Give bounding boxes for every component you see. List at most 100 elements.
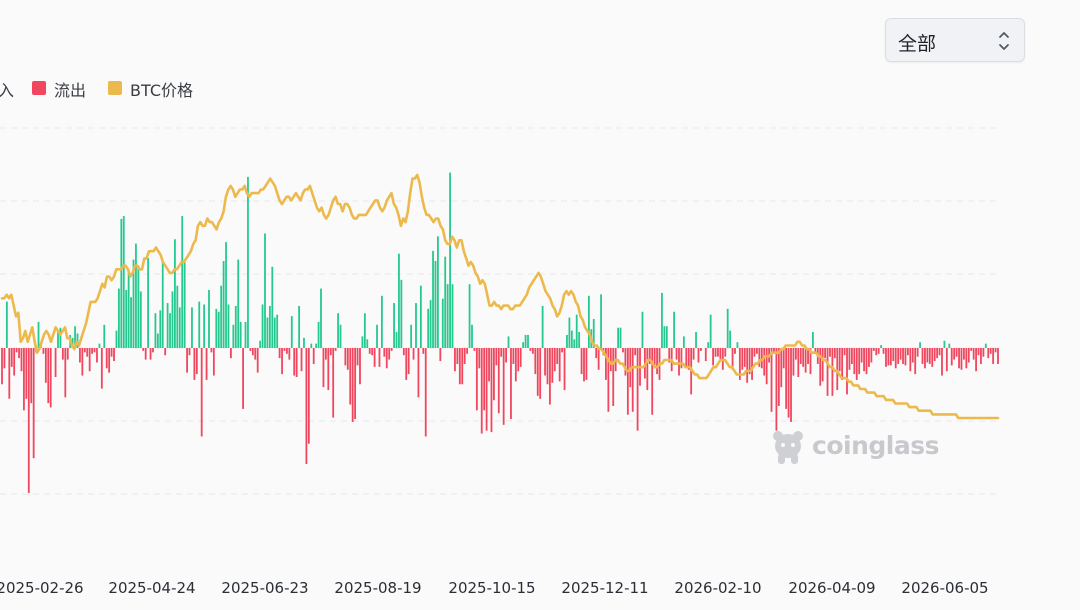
outflow-bar	[307, 348, 310, 444]
outflow-bar	[580, 348, 583, 375]
inflow-bar	[434, 261, 437, 348]
inflow-bar	[566, 334, 568, 348]
outflow-bar	[982, 348, 985, 357]
outflow-bar	[478, 348, 481, 369]
inflow-bar	[432, 250, 434, 348]
outflow-bar	[188, 348, 191, 356]
outflow-bar	[144, 348, 147, 360]
inflow-bar	[268, 305, 271, 348]
outflow-bar	[293, 348, 296, 376]
outflow-bar	[887, 348, 890, 366]
outflow-bar	[164, 348, 167, 356]
outflow-bar	[412, 348, 415, 360]
outflow-bar	[860, 348, 863, 363]
outflow-bar	[539, 348, 542, 399]
outflow-bar	[405, 348, 408, 380]
inflow-bar	[161, 261, 164, 348]
inflow-bar	[139, 291, 142, 348]
outflow-bar	[354, 348, 357, 420]
outflow-bar	[283, 348, 286, 351]
outflow-bar	[738, 348, 741, 380]
outflow-bar	[848, 348, 851, 370]
outflow-bar	[305, 348, 308, 464]
outflow-bar	[561, 348, 563, 353]
outflow-bar	[838, 348, 841, 372]
outflow-bar	[368, 348, 371, 354]
outflow-bar	[439, 348, 442, 362]
outflow-bar	[385, 348, 388, 369]
outflow-bar	[79, 348, 81, 363]
outflow-bar	[295, 348, 298, 377]
outflow-bar	[950, 348, 953, 366]
inflow-bar	[57, 332, 59, 348]
outflow-bar	[210, 348, 213, 353]
outflow-bar	[332, 348, 335, 418]
inflow-bar	[59, 327, 62, 348]
outflow-bar	[371, 348, 374, 356]
outflow-bar	[753, 348, 756, 357]
outflow-bar	[651, 348, 654, 415]
outflow-bar	[422, 348, 425, 354]
inflow-bar	[117, 288, 120, 348]
inflow-bar	[217, 311, 220, 348]
outflow-bar	[831, 348, 834, 396]
outflow-bar	[653, 348, 656, 369]
outflow-bar	[634, 348, 637, 356]
inflow-bar	[183, 261, 186, 348]
outflow-bar	[463, 348, 466, 364]
outflow-bar	[329, 348, 332, 356]
outflow-bar	[553, 348, 556, 372]
outflow-bar	[66, 348, 69, 360]
outflow-bar	[96, 348, 98, 363]
outflow-bar	[378, 348, 381, 367]
outflow-bar	[882, 348, 885, 354]
inflow-bar	[573, 339, 576, 348]
outflow-bar	[826, 348, 829, 396]
outflow-bar	[88, 348, 91, 372]
inflow-bar	[812, 332, 814, 348]
outflow-bar	[25, 348, 28, 399]
x-tick-label: 2025-04-24	[108, 579, 195, 597]
coinglass-logo-icon	[773, 431, 803, 464]
inflow-bar	[310, 343, 313, 348]
outflow-bar	[47, 348, 50, 404]
outflow-bar	[850, 348, 853, 364]
inflow-bar	[524, 334, 527, 348]
outflow-bar	[622, 348, 624, 353]
outflow-bar	[909, 348, 912, 372]
outflow-bar	[965, 348, 968, 369]
outflow-bar	[668, 348, 671, 363]
outflow-bar	[549, 348, 551, 405]
outflow-bar	[8, 348, 11, 399]
inflow-bar	[147, 258, 150, 348]
inflow-bar	[393, 303, 395, 348]
inflow-bar	[71, 337, 74, 348]
inflow-bar	[507, 336, 510, 348]
inflow-bar	[176, 285, 179, 348]
outflow-bar	[734, 348, 736, 354]
x-tick-label: 2025-12-11	[561, 579, 648, 597]
inflow-bar	[261, 304, 264, 348]
outflow-bar	[612, 348, 615, 406]
outflow-bar	[904, 348, 907, 366]
outflow-bar	[536, 348, 539, 396]
range-select[interactable]: 全部	[885, 18, 1025, 62]
outflow-bar	[334, 348, 337, 351]
inflow-bar	[578, 332, 581, 348]
outflow-bar	[383, 348, 386, 357]
inflow-bar	[441, 298, 444, 348]
outflow-bar	[595, 348, 598, 359]
outflow-bar	[3, 348, 6, 369]
outflow-bar	[846, 348, 848, 395]
outflow-bar	[841, 348, 844, 380]
inflow-bar	[429, 300, 432, 348]
inflow-bar	[575, 314, 578, 348]
outflow-bar	[853, 348, 856, 375]
outflow-bar	[42, 348, 45, 354]
inflow-bar	[171, 291, 174, 348]
outflow-bar	[992, 348, 995, 364]
inflow-bar	[641, 311, 644, 348]
outflow-bar	[763, 348, 766, 376]
inflow-bar	[919, 342, 921, 348]
outflow-bar	[64, 348, 67, 398]
